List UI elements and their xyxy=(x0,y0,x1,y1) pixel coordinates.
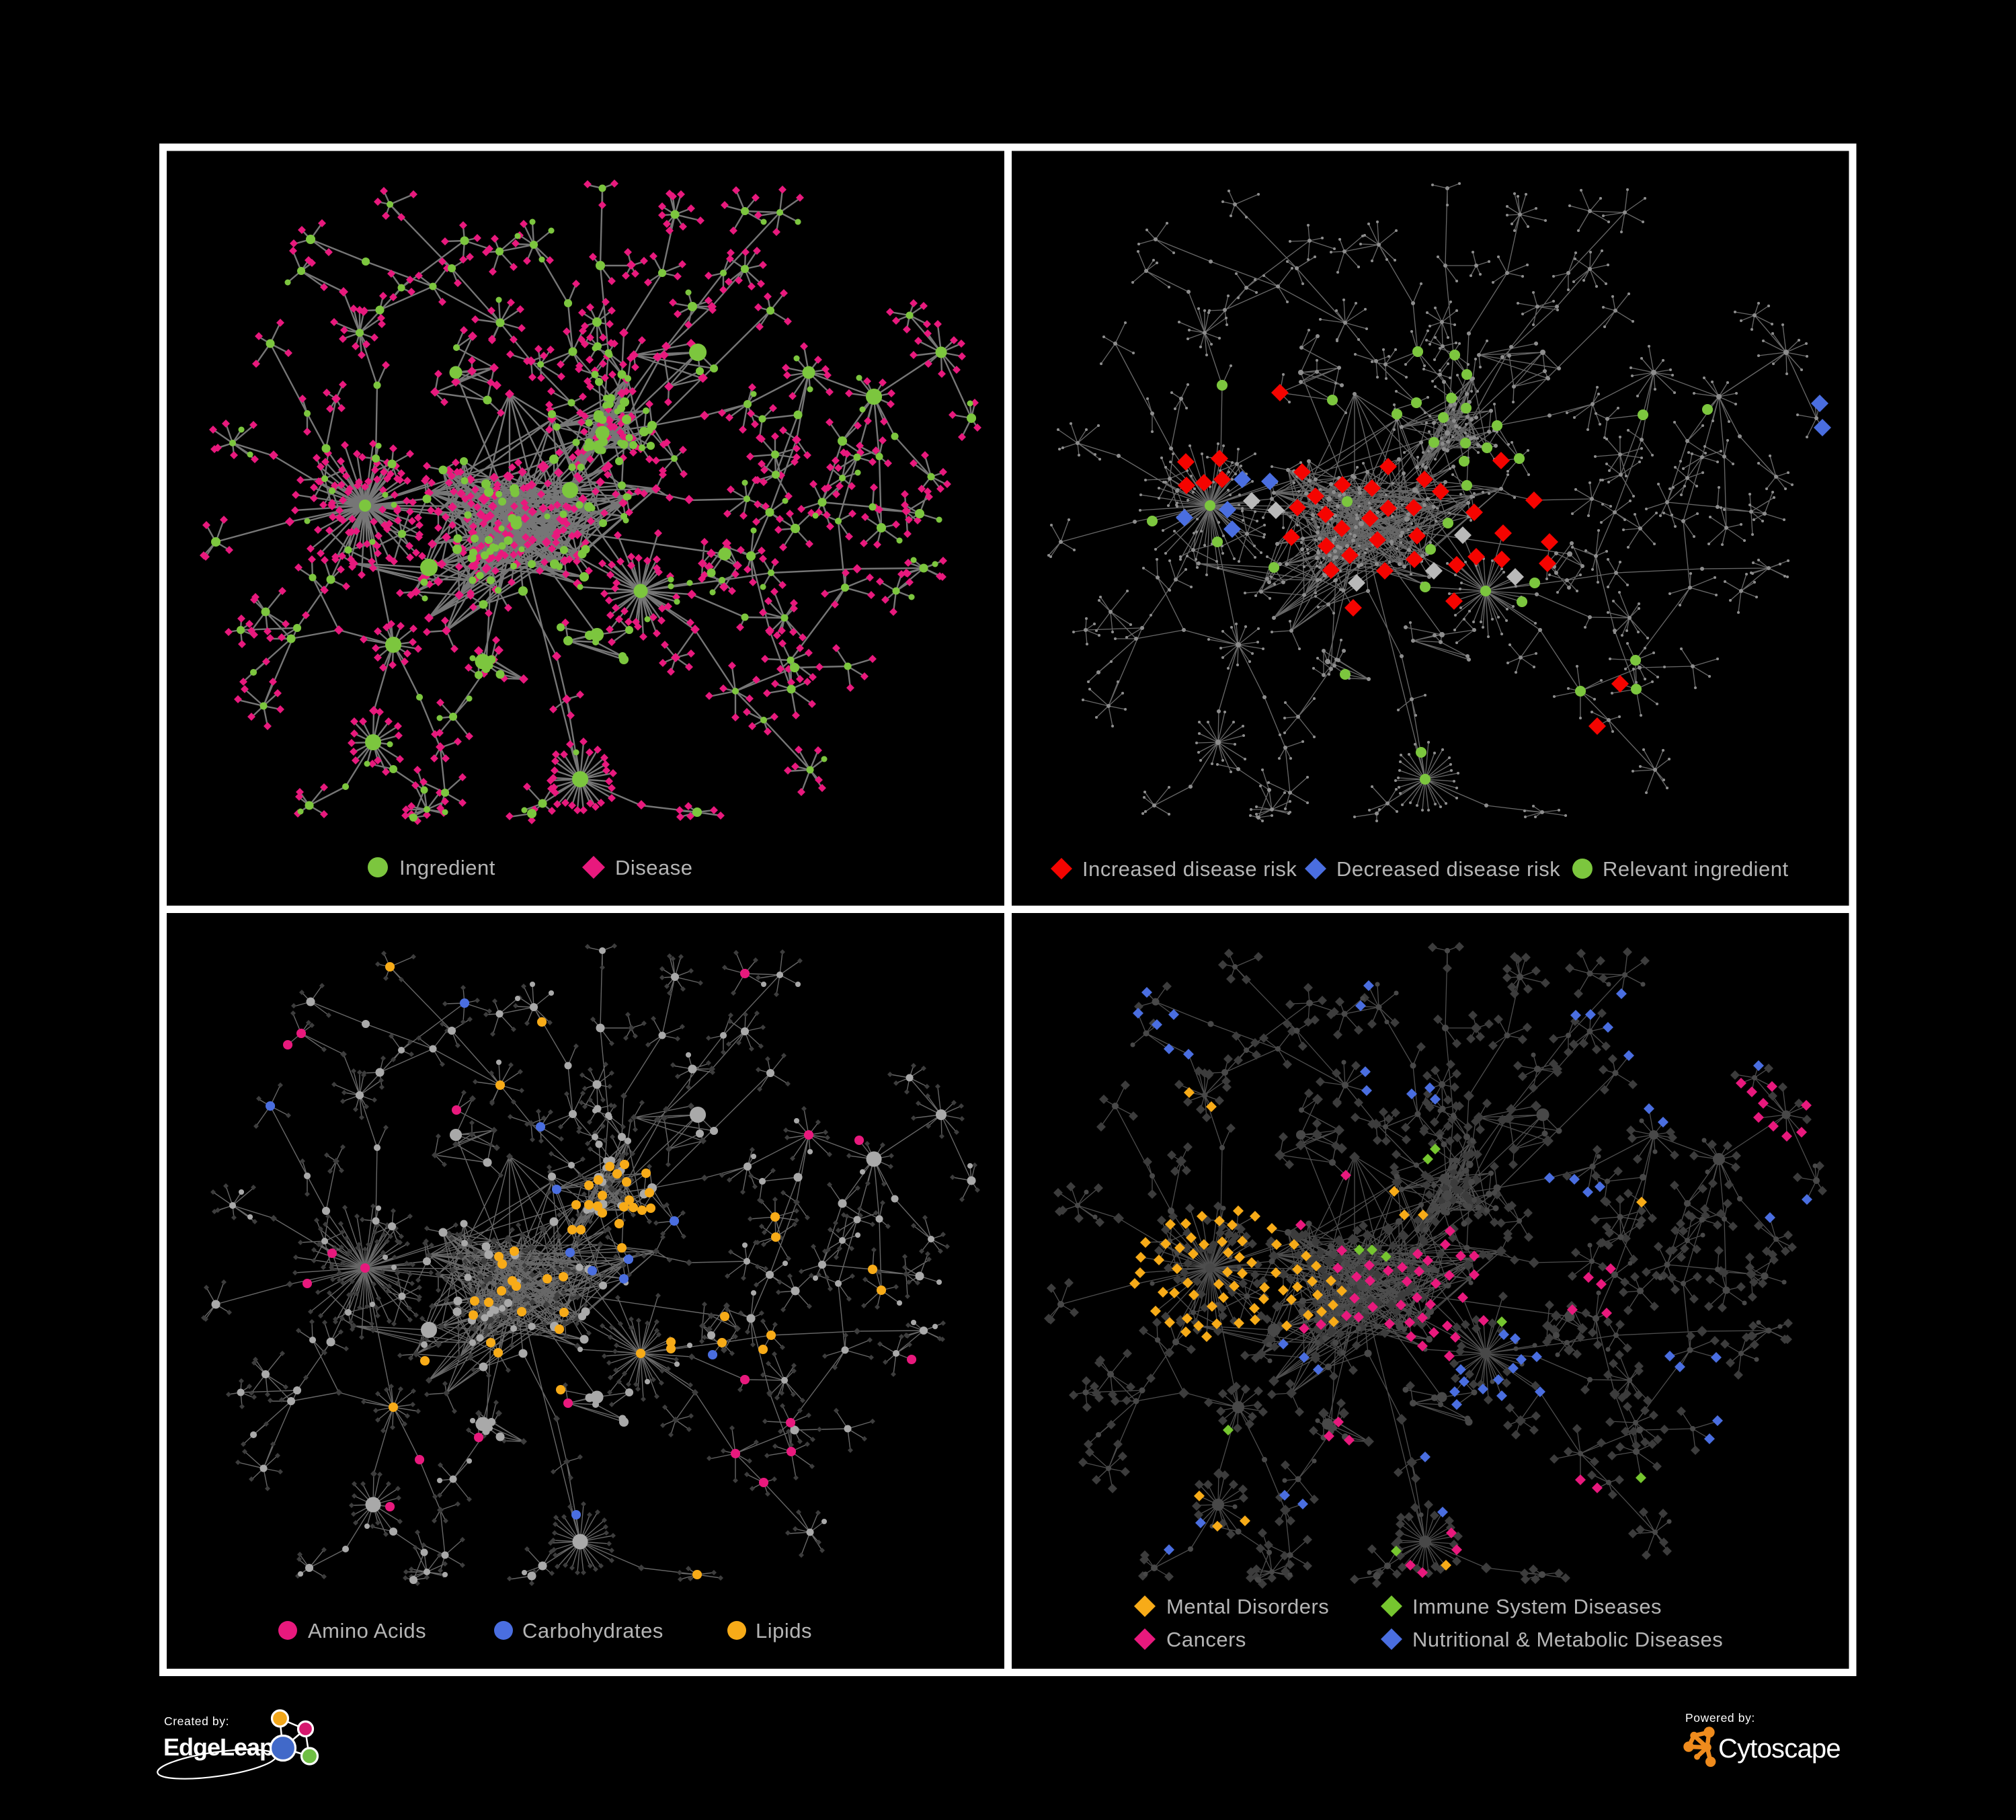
svg-text:Ingredient: Ingredient xyxy=(399,856,495,879)
svg-text:Nutritional & Metabolic Diseas: Nutritional & Metabolic Diseases xyxy=(1412,1628,1723,1651)
svg-text:Immune System Diseases: Immune System Diseases xyxy=(1412,1595,1662,1618)
svg-text:Cancers: Cancers xyxy=(1166,1628,1246,1651)
svg-text:Disease: Disease xyxy=(615,856,693,879)
svg-text:Amino Acids: Amino Acids xyxy=(308,1619,426,1643)
svg-text:EdgeLeap: EdgeLeap xyxy=(163,1733,274,1761)
svg-text:Increased disease risk: Increased disease risk xyxy=(1082,857,1297,881)
svg-text:Mental Disorders: Mental Disorders xyxy=(1166,1595,1329,1618)
svg-text:Lipids: Lipids xyxy=(756,1619,812,1643)
svg-text:Powered by:: Powered by: xyxy=(1685,1711,1755,1725)
svg-text:Relevant ingredient: Relevant ingredient xyxy=(1603,857,1789,881)
svg-text:Decreased disease risk: Decreased disease risk xyxy=(1336,857,1560,881)
svg-text:Created by:: Created by: xyxy=(164,1714,229,1728)
svg-text:Carbohydrates: Carbohydrates xyxy=(522,1619,663,1643)
svg-text:Cytoscape: Cytoscape xyxy=(1718,1734,1841,1764)
